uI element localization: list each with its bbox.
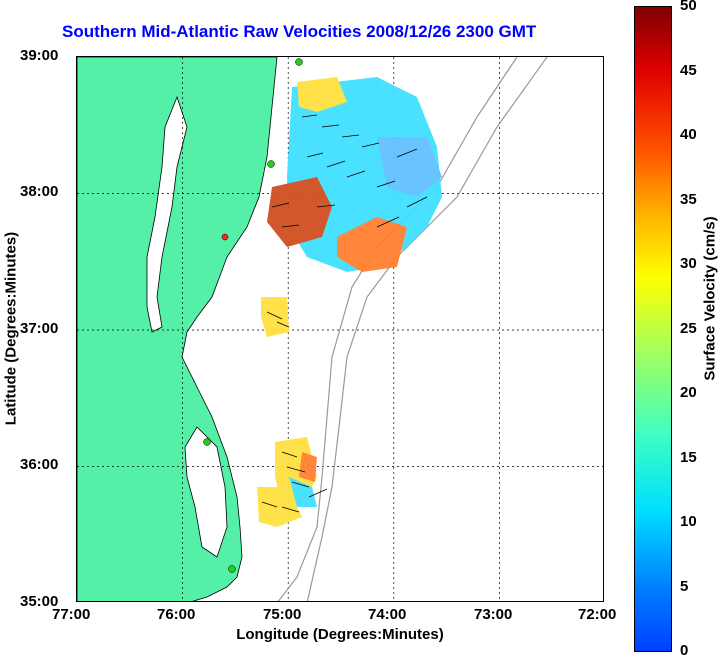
colorbar-label: Surface Velocity (cm/s) — [701, 216, 719, 381]
colorbar-tick: 20 — [680, 384, 697, 401]
x-tick: 74:00 — [368, 606, 407, 623]
x-tick: 76:00 — [157, 606, 196, 623]
x-axis-label: Longitude (Degrees:Minutes) — [236, 626, 444, 643]
sound-water — [184, 426, 228, 558]
map-title: Southern Mid-Atlantic Raw Velocities 200… — [62, 22, 537, 41]
colorbar-tick: 40 — [680, 126, 697, 143]
y-axis-label: Latitude (Degrees:Minutes) — [2, 231, 20, 426]
y-tick: 38:00 — [20, 183, 59, 200]
x-tick: 73:00 — [474, 606, 513, 623]
colorbar-tick: 15 — [680, 449, 697, 466]
velocity-arrows — [261, 114, 428, 513]
map-plot — [76, 56, 604, 602]
bathymetry-contour — [277, 57, 518, 601]
colorbar-tick: 10 — [680, 513, 697, 530]
y-tick: 36:00 — [20, 456, 59, 473]
x-tick: 72:00 — [578, 606, 617, 623]
colorbar-tick: 0 — [680, 642, 689, 659]
x-tick: 75:00 — [263, 606, 302, 623]
land-mass — [77, 57, 278, 601]
y-tick: 39:00 — [20, 47, 59, 64]
map-canvas — [77, 57, 603, 601]
x-tick: 77:00 — [52, 606, 91, 623]
y-tick: 35:00 — [20, 593, 59, 610]
colorbar-tick: 5 — [680, 578, 689, 595]
bathymetry-contour — [306, 57, 548, 601]
colorbar-tick: 45 — [680, 62, 697, 79]
colorbar — [634, 6, 672, 652]
y-tick: 37:00 — [20, 320, 59, 337]
colorbar-tick: 50 — [680, 0, 697, 14]
colorbar-tick: 30 — [680, 255, 697, 272]
colorbar-tick: 25 — [680, 320, 697, 337]
bay-water — [146, 95, 188, 333]
radar-sites — [203, 58, 303, 573]
colorbar-tick: 35 — [680, 191, 697, 208]
velocity-field — [257, 77, 442, 527]
